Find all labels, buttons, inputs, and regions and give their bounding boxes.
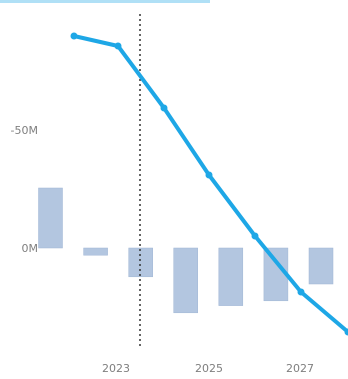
x-tick-label-0: 2023 xyxy=(102,362,130,375)
line-point-6 xyxy=(344,328,348,336)
x-axis-labels: 2023 2025 2027 xyxy=(102,362,314,375)
bar-6 xyxy=(308,247,334,285)
y-axis-labels: -50M 0M xyxy=(11,124,38,255)
line-point-1 xyxy=(114,42,122,50)
line-point-3 xyxy=(205,171,213,179)
bars xyxy=(38,187,334,314)
bar-5 xyxy=(263,247,289,302)
bar-4 xyxy=(218,247,244,306)
bar-2 xyxy=(128,247,153,278)
bar-3 xyxy=(173,247,198,314)
line-point-2 xyxy=(160,104,168,112)
line-point-4 xyxy=(251,232,259,240)
title-strip xyxy=(0,0,210,3)
x-tick-label-2: 2027 xyxy=(286,362,314,375)
x-tick-label-1: 2025 xyxy=(195,362,223,375)
line-point-5 xyxy=(297,288,305,296)
bar-1 xyxy=(83,247,108,256)
series-points xyxy=(70,32,348,336)
line-point-0 xyxy=(70,32,78,40)
y-tick-label-1: 0M xyxy=(22,242,39,255)
bar-0 xyxy=(38,187,63,249)
y-tick-label-0: -50M xyxy=(11,124,38,137)
